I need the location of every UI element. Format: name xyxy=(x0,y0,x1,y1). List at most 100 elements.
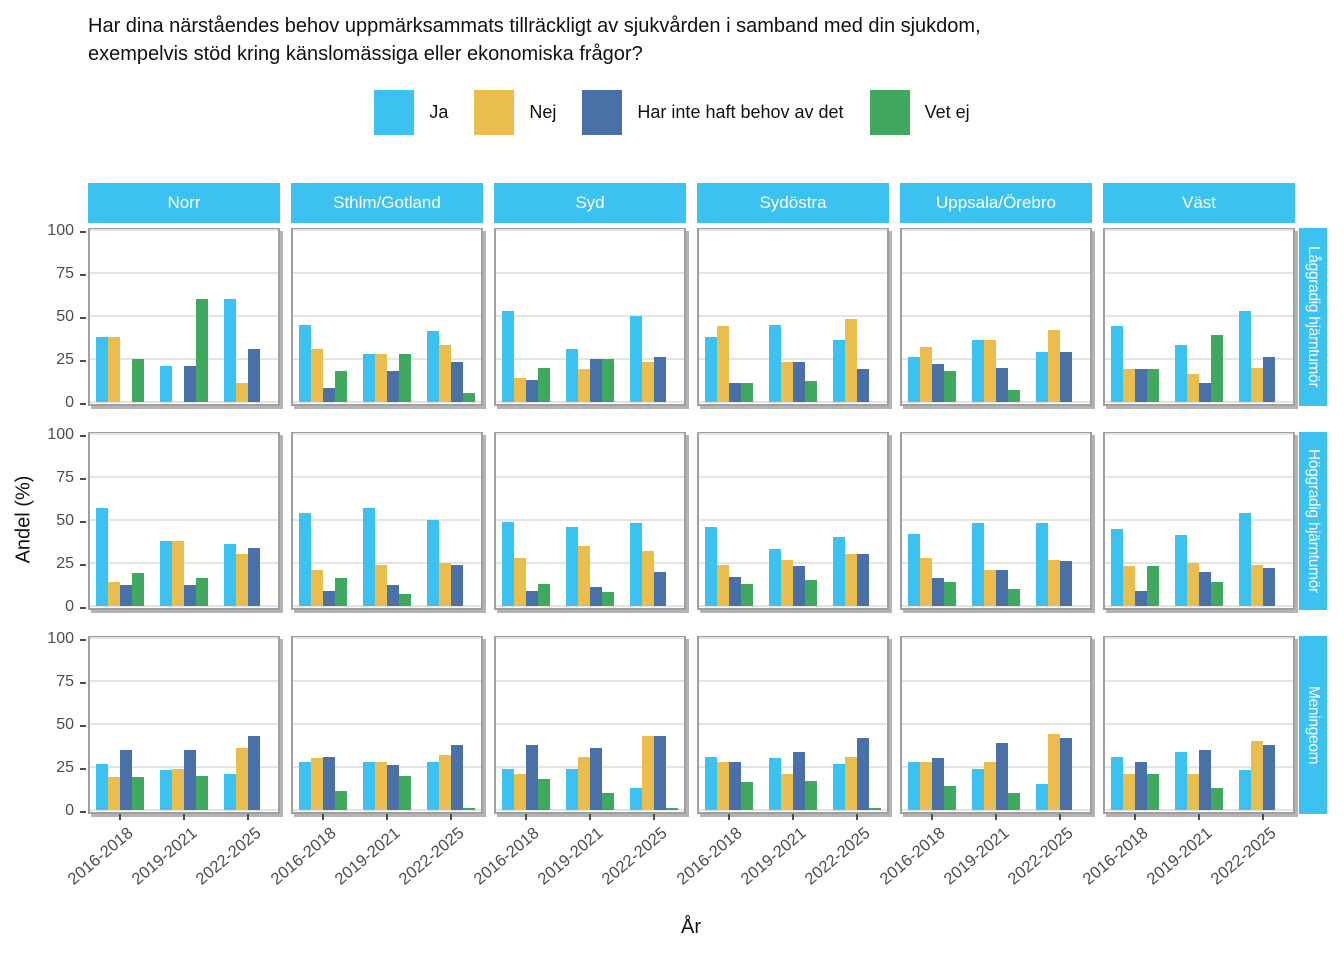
bar-group-2016-2018 xyxy=(96,434,144,606)
bar-nej xyxy=(1251,367,1263,402)
gridline-100 xyxy=(293,637,481,639)
bar-ja xyxy=(299,513,311,606)
panel-l-ggradig-hj-rntum-r-syd xyxy=(494,228,686,406)
gridline-50 xyxy=(293,519,481,521)
bar-har-inte-haft-behov-av-det xyxy=(1060,737,1072,810)
bar-nej xyxy=(108,777,120,810)
bar-ja xyxy=(972,768,984,810)
bar-group-2016-2018 xyxy=(908,230,956,402)
x-tick-mark xyxy=(386,814,388,820)
bar-har-inte-haft-behov-av-det xyxy=(451,744,463,810)
y-tick-label: 25 xyxy=(56,759,74,776)
bar-vet-ej xyxy=(1008,588,1020,606)
panel-h-ggradig-hj-rntum-r-norr xyxy=(88,432,280,610)
bar-vet-ej xyxy=(132,359,144,402)
bar-nej xyxy=(311,758,323,810)
facet-strip-h-ggradig-hj-rntum-r: Höggradig hjärntumör xyxy=(1299,432,1327,610)
bar-nej xyxy=(845,319,857,402)
bar-har-inte-haft-behov-av-det xyxy=(387,765,399,810)
y-tick-label: 75 xyxy=(56,265,74,282)
gridline-100 xyxy=(902,433,1090,435)
legend-swatch-ja xyxy=(374,90,415,135)
x-tick-label: 2016-2018 xyxy=(470,824,543,889)
gridline-50 xyxy=(1105,315,1293,317)
legend-item-har-inte-haft-behov-av-det: Har inte haft behov av det xyxy=(582,90,844,135)
x-tick-label: 2016-2018 xyxy=(673,824,746,889)
bar-vet-ej xyxy=(399,775,411,810)
bar-har-inte-haft-behov-av-det xyxy=(120,585,132,606)
gridline-0 xyxy=(90,605,278,607)
bar-vet-ej xyxy=(805,580,817,606)
gridline-100 xyxy=(496,637,684,639)
x-tick-mark xyxy=(450,814,452,820)
legend-label-ja: Ja xyxy=(429,102,449,122)
gridline-100 xyxy=(496,433,684,435)
gridline-75 xyxy=(902,272,1090,274)
bar-ja xyxy=(1036,352,1048,402)
bar-vet-ej xyxy=(335,578,347,606)
bar-ja xyxy=(502,521,514,606)
bar-group-2019-2021 xyxy=(1175,638,1223,810)
bar-ja xyxy=(160,365,172,402)
bar-group-2022-2025 xyxy=(1239,230,1287,402)
gridline-75 xyxy=(699,680,887,682)
bar-nej xyxy=(845,554,857,606)
bar-nej xyxy=(845,756,857,810)
bar-group-2022-2025 xyxy=(833,638,881,810)
bar-vet-ej xyxy=(1211,787,1223,810)
bar-nej xyxy=(311,348,323,402)
facet-strip-sthlm-gotland: Sthlm/Gotland xyxy=(291,183,483,223)
panel-meningeom-sthlm-gotland xyxy=(291,636,483,814)
bar-vet-ej xyxy=(538,367,550,402)
bar-group-2022-2025 xyxy=(224,638,272,810)
legend-swatch-har-inte-haft-behov-av-det xyxy=(582,90,623,135)
bar-vet-ej xyxy=(196,298,208,402)
bar-ja xyxy=(1111,326,1123,402)
gridline-100 xyxy=(90,229,278,231)
bar-ja xyxy=(224,773,236,810)
bar-har-inte-haft-behov-av-det xyxy=(1135,590,1147,606)
facet-strip-norr: Norr xyxy=(88,183,280,223)
panel-h-ggradig-hj-rntum-r-uppsala-rebro xyxy=(900,432,1092,610)
bar-vet-ej xyxy=(1147,369,1159,402)
x-tick-mark xyxy=(1262,814,1264,820)
x-tick-mark xyxy=(322,814,324,820)
gridline-0 xyxy=(90,809,278,811)
gridline-75 xyxy=(1105,476,1293,478)
bar-nej xyxy=(920,346,932,402)
gridline-50 xyxy=(293,315,481,317)
y-tick-mark xyxy=(80,231,86,233)
bar-vet-ej xyxy=(869,808,881,810)
bar-har-inte-haft-behov-av-det xyxy=(1263,744,1275,810)
bar-group-2022-2025 xyxy=(833,434,881,606)
gridline-50 xyxy=(1105,519,1293,521)
gridline-25 xyxy=(902,562,1090,564)
gridline-100 xyxy=(699,433,887,435)
gridline-50 xyxy=(902,315,1090,317)
y-tick-label: 50 xyxy=(56,512,74,529)
bar-nej xyxy=(375,564,387,606)
gridline-50 xyxy=(1105,723,1293,725)
bar-vet-ej xyxy=(399,593,411,606)
bar-har-inte-haft-behov-av-det xyxy=(323,756,335,810)
gridline-100 xyxy=(699,229,887,231)
bar-vet-ej xyxy=(538,583,550,606)
gridline-50 xyxy=(699,315,887,317)
y-tick-label: 100 xyxy=(47,222,74,239)
bar-group-2022-2025 xyxy=(1036,638,1084,810)
bar-group-2019-2021 xyxy=(566,638,614,810)
x-tick-label: 2022-2025 xyxy=(192,824,265,889)
bar-har-inte-haft-behov-av-det xyxy=(590,587,602,606)
y-tick-label: 50 xyxy=(56,308,74,325)
bar-har-inte-haft-behov-av-det xyxy=(387,371,399,402)
bar-group-2022-2025 xyxy=(833,230,881,402)
bar-nej xyxy=(578,545,590,606)
bar-ja xyxy=(630,787,642,810)
bar-ja xyxy=(769,549,781,606)
x-tick-mark xyxy=(792,814,794,820)
bar-group-2016-2018 xyxy=(908,638,956,810)
bar-ja xyxy=(908,533,920,606)
gridline-0 xyxy=(293,605,481,607)
bar-nej xyxy=(642,362,654,402)
panel-l-ggradig-hj-rntum-r-sthlm-gotland xyxy=(291,228,483,406)
